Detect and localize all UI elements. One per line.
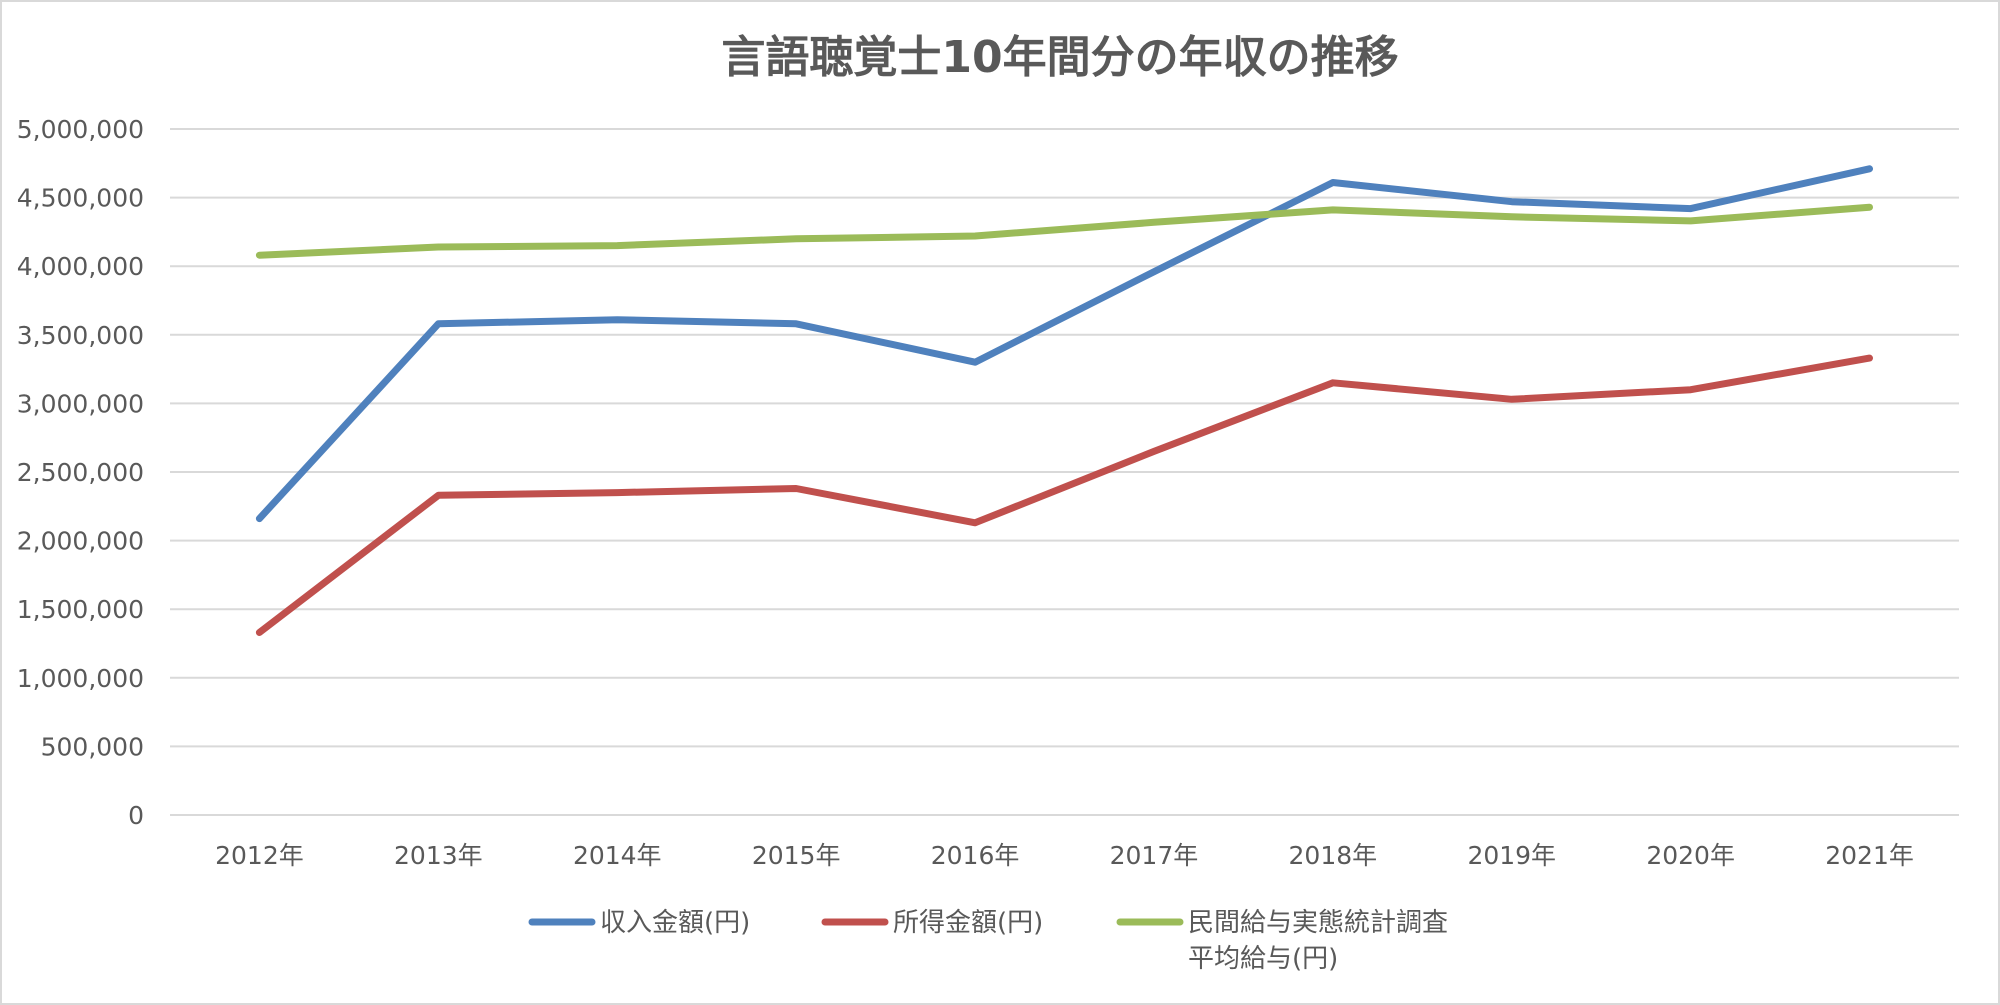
x-tick-label: 2012年 xyxy=(215,841,304,870)
y-tick-label: 2,500,000 xyxy=(17,458,144,487)
series-lines xyxy=(255,165,1873,636)
x-tick-label: 2014年 xyxy=(573,841,662,870)
y-tick-label: 3,000,000 xyxy=(17,389,144,418)
legend-item-1: 収入金額(円) xyxy=(528,908,750,938)
legend-label: 平均給与(円) xyxy=(1188,944,1338,974)
y-axis-tick-labels: 0 500,000 1,000,000 1,500,000 2,000,000 2,500… xyxy=(17,115,144,830)
legend-label: 収入金額(円) xyxy=(600,908,750,938)
x-tick-label: 2020年 xyxy=(1646,841,1735,870)
y-tick-label: 5,000,000 xyxy=(17,115,144,144)
legend-label: 所得金額(円) xyxy=(893,908,1043,938)
x-tick-label: 2018年 xyxy=(1289,841,1378,870)
y-tick-label: 3,500,000 xyxy=(17,321,144,350)
y-tick-label: 500,000 xyxy=(41,732,144,761)
legend-label: 民間給与実態統計調査 xyxy=(1188,908,1448,938)
y-tick-label: 4,000,000 xyxy=(17,252,144,281)
x-tick-label: 2016年 xyxy=(931,841,1020,870)
x-tick-label: 2017年 xyxy=(1110,841,1199,870)
y-tick-label: 4,500,000 xyxy=(17,184,144,213)
x-tick-label: 2021年 xyxy=(1825,841,1914,870)
series-line-2 xyxy=(255,354,1873,636)
y-tick-label: 2,000,000 xyxy=(17,527,144,556)
y-tick-label: 0 xyxy=(128,801,144,830)
series-line-1 xyxy=(255,165,1873,523)
x-tick-label: 2015年 xyxy=(752,841,841,870)
chart-title: 言語聴覚士10年間分の年収の推移 xyxy=(721,32,1398,83)
x-tick-label: 2013年 xyxy=(394,841,483,870)
legend-item-2: 所得金額(円) xyxy=(821,908,1043,938)
x-axis-tick-labels: 2012年 2013年 2014年 2015年 2016年 2017年 2018年 2019年… xyxy=(215,841,1914,870)
series-line-3 xyxy=(255,203,1873,259)
x-tick-label: 2019年 xyxy=(1467,841,1556,870)
y-tick-label: 1,000,000 xyxy=(17,664,144,693)
y-tick-label: 1,500,000 xyxy=(17,595,144,624)
gridlines xyxy=(170,128,1959,816)
